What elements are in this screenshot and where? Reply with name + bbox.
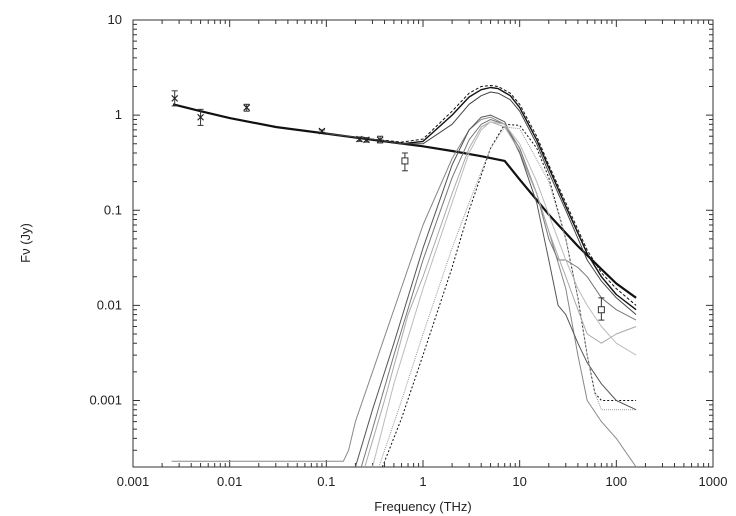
square-marker bbox=[597, 306, 605, 314]
series-line-0 bbox=[172, 103, 637, 299]
y-tick-label: 0.1 bbox=[104, 202, 122, 217]
x-marker-stroke bbox=[363, 136, 370, 144]
x-tick-label: 0.001 bbox=[117, 474, 150, 489]
data-point bbox=[376, 135, 384, 144]
axis-ticks: 0.001 0.01 0.1 1 10 100 1000 0.001 0.01 0.1 1 10 bbox=[89, 12, 727, 489]
x-tick-label: 1000 bbox=[699, 474, 728, 489]
y-tick-label: 0.01 bbox=[97, 297, 122, 312]
y-tick-label: 10 bbox=[108, 12, 122, 27]
square-marker bbox=[401, 157, 409, 165]
data-point bbox=[171, 90, 179, 107]
data-point bbox=[401, 152, 409, 172]
x-tick-label: 0.1 bbox=[317, 474, 335, 489]
x-marker-stroke bbox=[356, 135, 363, 143]
series-line-3 bbox=[326, 91, 637, 315]
series-layer bbox=[171, 85, 637, 468]
data-point bbox=[356, 135, 363, 143]
x-tick-label: 0.01 bbox=[217, 474, 242, 489]
series-line-4 bbox=[381, 123, 637, 468]
series-line-8 bbox=[364, 121, 637, 468]
x-axis-title: Frequency (THz) bbox=[374, 499, 472, 514]
x-marker-stroke bbox=[197, 113, 204, 121]
data-point bbox=[243, 103, 251, 112]
series-line-5 bbox=[171, 116, 637, 468]
series-line-7 bbox=[360, 119, 637, 468]
series-line-6 bbox=[354, 114, 637, 468]
x-marker-stroke bbox=[243, 104, 251, 112]
x-tick-label: 10 bbox=[512, 474, 526, 489]
series-line-9 bbox=[372, 121, 637, 468]
y-tick-label: 0.001 bbox=[89, 393, 122, 408]
data-point bbox=[197, 108, 204, 126]
series-line-2 bbox=[326, 85, 637, 306]
x-marker-stroke bbox=[318, 127, 326, 135]
marker-layer bbox=[171, 90, 605, 321]
x-marker-stroke bbox=[376, 136, 384, 144]
y-tick-label: 1 bbox=[115, 107, 122, 122]
x-marker-stroke bbox=[171, 94, 179, 102]
x-tick-label: 1 bbox=[419, 474, 426, 489]
data-point bbox=[597, 297, 605, 321]
series-line-10 bbox=[378, 126, 637, 468]
x-tick-label: 100 bbox=[605, 474, 627, 489]
y-axis-title: Fν (Jy) bbox=[18, 223, 33, 263]
data-point bbox=[318, 127, 326, 135]
series-line-1 bbox=[326, 86, 637, 311]
data-point bbox=[363, 136, 370, 144]
plot-frame bbox=[132, 19, 714, 468]
